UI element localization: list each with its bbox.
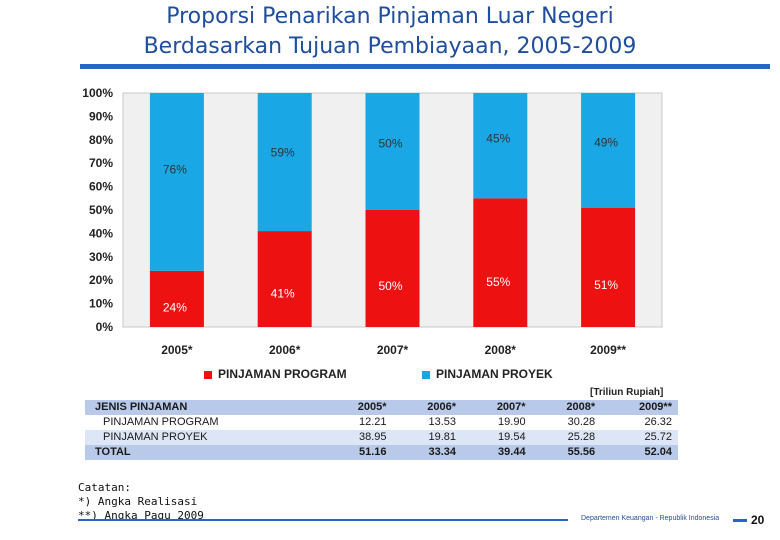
table-row: PINJAMAN PROYEK 38.95 19.81 19.54 25.28 … xyxy=(85,430,678,445)
bar-program xyxy=(581,207,636,327)
title-underline xyxy=(80,64,770,69)
table-cell: 13.53 xyxy=(428,416,457,428)
bar-program xyxy=(149,270,204,327)
note-item: *) Angka Realisasi xyxy=(78,495,198,508)
table-cell: PINJAMAN PROYEK xyxy=(85,430,323,445)
x-tick-label: 2005* xyxy=(161,343,193,357)
table-header-cell: 2009** xyxy=(601,400,678,415)
bar-proyek xyxy=(149,93,204,271)
x-tick-label: 2007* xyxy=(377,343,409,357)
bar-proyek xyxy=(473,93,528,199)
note-item: **) Angka Pagu 2009 xyxy=(78,509,204,522)
table-cell: 38.95 xyxy=(322,430,393,445)
legend-proyek-swatch xyxy=(422,370,430,379)
bar-program xyxy=(473,198,528,327)
x-tick-label: 2006* xyxy=(269,343,301,357)
data-label-proyek: 49% xyxy=(594,135,618,149)
y-tick-label: 70% xyxy=(89,156,113,170)
legend-program-label: PINJAMAN PROGRAM xyxy=(218,367,347,381)
y-tick-label: 100% xyxy=(82,86,113,100)
legend-program-swatch xyxy=(204,370,212,379)
data-label-proyek: 45% xyxy=(486,131,510,145)
footer-rule xyxy=(78,519,568,521)
table-header-cell: 2007* xyxy=(462,400,532,415)
y-tick-label: 10% xyxy=(89,297,113,311)
y-tick-label: 40% xyxy=(89,226,113,240)
legend-program: PINJAMAN PROGRAM xyxy=(204,367,347,381)
x-tick-label: 2008* xyxy=(485,343,517,357)
x-tick-label: 2009** xyxy=(590,343,626,357)
y-tick-label: 80% xyxy=(89,133,113,147)
bar-proyek xyxy=(257,93,312,232)
table-cell: 33.34 xyxy=(392,445,463,460)
data-label-proyek: 59% xyxy=(271,145,295,159)
data-label-program: 41% xyxy=(271,286,295,300)
table-header-cell: 2005* xyxy=(322,400,393,415)
table-cell: 26.32 xyxy=(644,416,672,428)
y-tick-label: 90% xyxy=(89,109,113,123)
table-cell: 30.28 xyxy=(567,416,596,428)
data-label-program: 24% xyxy=(163,300,187,314)
data-label-program: 51% xyxy=(594,278,618,292)
table-cell: 12.21 xyxy=(358,416,387,428)
legend-proyek: PINJAMAN PROYEK xyxy=(422,367,553,381)
bar-proyek xyxy=(581,93,636,208)
table-header-row: JENIS PINJAMAN 2005* 2006* 2007* 2008* 2… xyxy=(85,400,678,415)
table-cell: 19.81 xyxy=(392,430,463,445)
table-total-row: TOTAL 51.16 33.34 39.44 55.56 52.04 xyxy=(85,445,678,460)
y-tick-label: 50% xyxy=(89,203,113,217)
table-cell: 52.04 xyxy=(601,445,678,460)
loan-table: JENIS PINJAMAN 2005* 2006* 2007* 2008* 2… xyxy=(85,400,678,460)
stacked-bar-chart: 0% 10% 20% 30% 40% 50% 60% 70% 80% 90% 100% 24% 76% 2… xyxy=(82,86,663,357)
table-cell: 19.90 xyxy=(498,416,526,428)
page-title: Proporsi Penarikan Pinjaman Luar Negeri … xyxy=(0,2,780,62)
bar-proyek xyxy=(365,93,420,210)
table-header-cell: 2006* xyxy=(392,400,463,415)
table-cell: 25.28 xyxy=(531,430,602,445)
data-label-program: 55% xyxy=(486,275,510,289)
y-tick-label: 60% xyxy=(89,180,113,194)
table-row: PINJAMAN PROGRAM 12.21 13.53 19.90 30.28… xyxy=(85,415,678,430)
table-header-cell: JENIS PINJAMAN xyxy=(85,400,323,415)
y-tick-label: 30% xyxy=(89,250,113,264)
table-unit-note: [Triliun Rupiah] xyxy=(590,387,664,398)
table-cell: 55.56 xyxy=(531,445,602,460)
data-label-proyek: 76% xyxy=(163,162,187,176)
title-line-2: Berdasarkan Tujuan Pembiayaan, 2005-2009 xyxy=(143,34,637,59)
data-label-proyek: 50% xyxy=(378,136,402,150)
y-tick-label: 0% xyxy=(96,320,114,334)
table-cell: 51.16 xyxy=(322,445,393,460)
bar-program xyxy=(257,231,312,327)
table-cell: TOTAL xyxy=(85,445,323,460)
footer-text: Departemen Keuangan - Republik Indonesia xyxy=(581,515,720,522)
data-label-program: 50% xyxy=(378,279,402,293)
y-tick-label: 20% xyxy=(89,273,113,287)
table-cell: 25.72 xyxy=(601,430,678,445)
page-number: 20 xyxy=(751,513,765,527)
legend-proyek-label: PINJAMAN PROYEK xyxy=(436,367,553,381)
notes-heading: Catatan: xyxy=(78,481,131,494)
footer-dash xyxy=(733,519,747,522)
table-cell: 19.54 xyxy=(462,430,532,445)
table-cell: 39.44 xyxy=(462,445,532,460)
bar-program xyxy=(365,210,420,327)
notes: Catatan: *) Angka Realisasi **) Angka Pa… xyxy=(78,481,204,523)
title-line-1: Proporsi Penarikan Pinjaman Luar Negeri xyxy=(166,4,614,29)
table-header-cell: 2008* xyxy=(531,400,602,415)
table-cell: PINJAMAN PROGRAM xyxy=(103,416,219,428)
